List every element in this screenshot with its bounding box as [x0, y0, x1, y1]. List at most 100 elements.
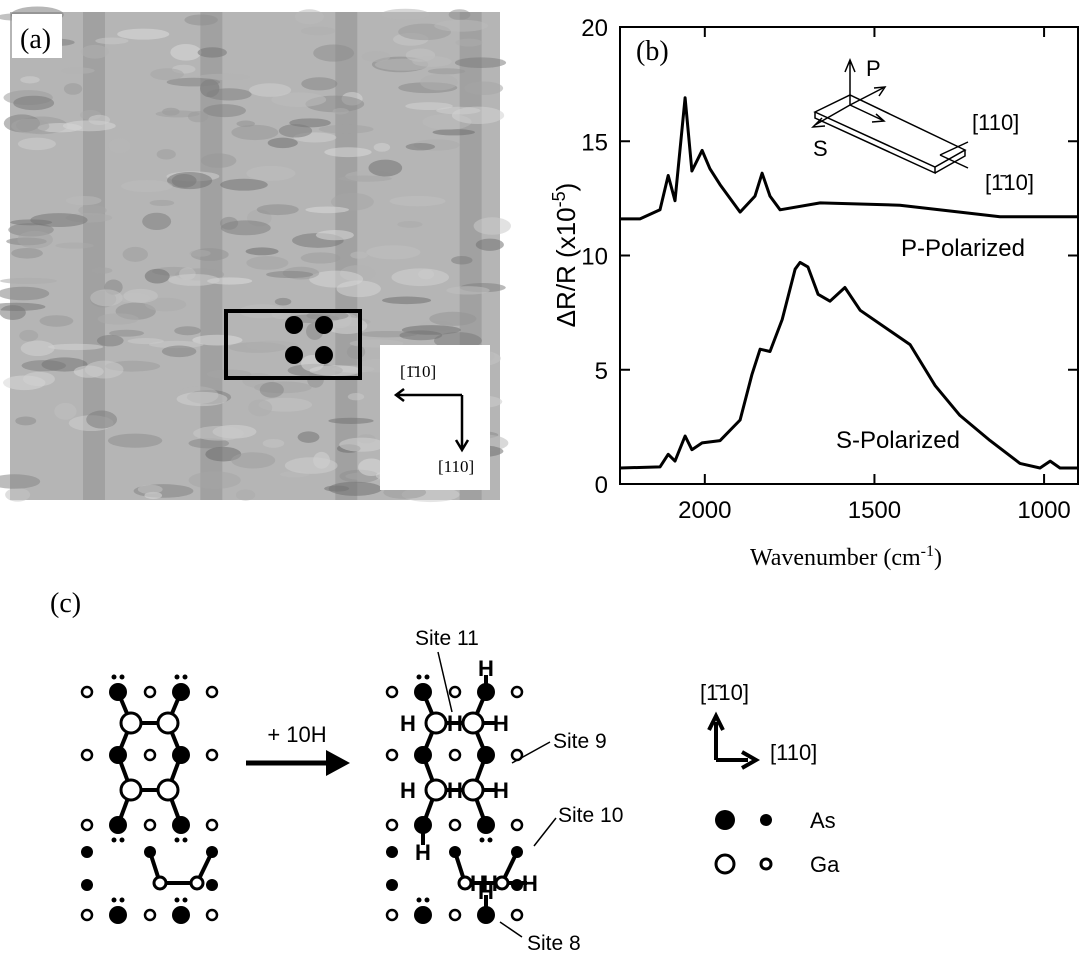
texture	[446, 286, 489, 294]
as-large	[109, 746, 127, 764]
texture	[19, 330, 38, 341]
hydrogen: H	[447, 711, 463, 736]
ga-small	[207, 687, 217, 697]
y-tick-label: 10	[581, 244, 608, 271]
texture	[170, 44, 201, 61]
lone-pair	[120, 838, 125, 843]
ga-small	[387, 750, 397, 760]
texture	[117, 29, 169, 40]
axis-label: [110]	[770, 740, 817, 765]
as-large	[109, 683, 127, 701]
texture	[474, 217, 511, 234]
as-large	[109, 906, 127, 924]
as-large	[172, 906, 190, 924]
texture	[123, 247, 148, 262]
texture	[246, 166, 295, 181]
inset-label: [1̄10]	[985, 170, 1034, 195]
as-large	[172, 746, 190, 764]
hydrogen: H	[522, 871, 538, 896]
lone-pair	[120, 675, 125, 680]
texture	[366, 245, 420, 259]
legend-label: Ga	[810, 852, 840, 877]
as-small	[511, 846, 523, 858]
y-tick-label: 0	[595, 472, 608, 499]
ga-small	[450, 910, 460, 920]
texture	[298, 431, 320, 442]
axis-arrows	[709, 716, 756, 768]
texture	[189, 250, 210, 257]
ga-small	[450, 687, 460, 697]
texture	[246, 247, 279, 255]
panel-label: (c)	[50, 588, 81, 619]
ga-small	[387, 910, 397, 920]
texture	[319, 125, 374, 134]
texture	[109, 138, 131, 153]
lone-pair	[112, 898, 117, 903]
texture	[21, 341, 55, 357]
texture	[268, 138, 298, 148]
as-large	[172, 683, 190, 701]
inset-label: S	[813, 136, 828, 161]
lone-pair	[417, 898, 422, 903]
as-large	[414, 746, 432, 764]
x-tick-label: 2000	[678, 497, 731, 524]
lone-pair	[183, 675, 188, 680]
site-label: Site 8	[527, 932, 581, 955]
texture	[420, 74, 458, 90]
lone-pair	[175, 898, 180, 903]
inset: P S [110] [1̄10]	[813, 56, 1034, 195]
as-large	[414, 906, 432, 924]
hydrogen: H	[400, 711, 416, 736]
texture	[246, 256, 288, 270]
ga-small	[82, 687, 92, 697]
ga-small	[387, 687, 397, 697]
texture	[177, 392, 228, 406]
ga-small	[387, 820, 397, 830]
as-large	[477, 683, 495, 701]
ga-small	[512, 750, 522, 760]
texture	[64, 83, 82, 95]
texture	[257, 204, 299, 215]
texture	[249, 83, 291, 97]
as-small	[386, 846, 398, 858]
as-large	[414, 816, 432, 834]
texture	[15, 416, 36, 425]
ga-large	[716, 855, 734, 873]
texture	[412, 56, 452, 67]
panel-label: (b)	[636, 36, 669, 67]
figure: (a) [1̄10] [110] (b) ΔR/R (x10-5) Wavenu…	[0, 0, 1081, 967]
lone-pair	[480, 838, 485, 843]
dimer-dot	[315, 316, 333, 334]
texture	[236, 490, 255, 501]
texture	[324, 147, 371, 157]
x-tick-label: 1500	[848, 497, 901, 524]
ga-large	[463, 713, 483, 733]
texture	[92, 267, 112, 273]
texture	[23, 372, 55, 386]
ga-small	[154, 877, 166, 889]
texture	[207, 88, 252, 100]
ga-small	[145, 687, 155, 697]
ga-small	[82, 820, 92, 830]
texture	[405, 102, 453, 110]
texture	[391, 268, 449, 286]
as-small	[386, 879, 398, 891]
texture	[127, 338, 163, 344]
texture	[88, 115, 110, 125]
direction-label: [1̄10]	[400, 362, 436, 381]
texture	[348, 393, 364, 400]
as-large	[414, 683, 432, 701]
hydrogen: H	[493, 778, 509, 803]
as-small	[81, 879, 93, 891]
texture	[221, 220, 271, 235]
panel-c: (c) + 10H [1̄10] [110] As Ga Site 11 Sit…	[50, 588, 840, 955]
site-label: Site 10	[558, 804, 623, 827]
texture	[66, 196, 102, 205]
ga-small	[450, 820, 460, 830]
as-large	[109, 816, 127, 834]
ga-large	[426, 780, 446, 800]
texture	[305, 206, 349, 213]
texture	[10, 219, 52, 225]
texture	[429, 312, 476, 326]
texture	[374, 143, 390, 152]
